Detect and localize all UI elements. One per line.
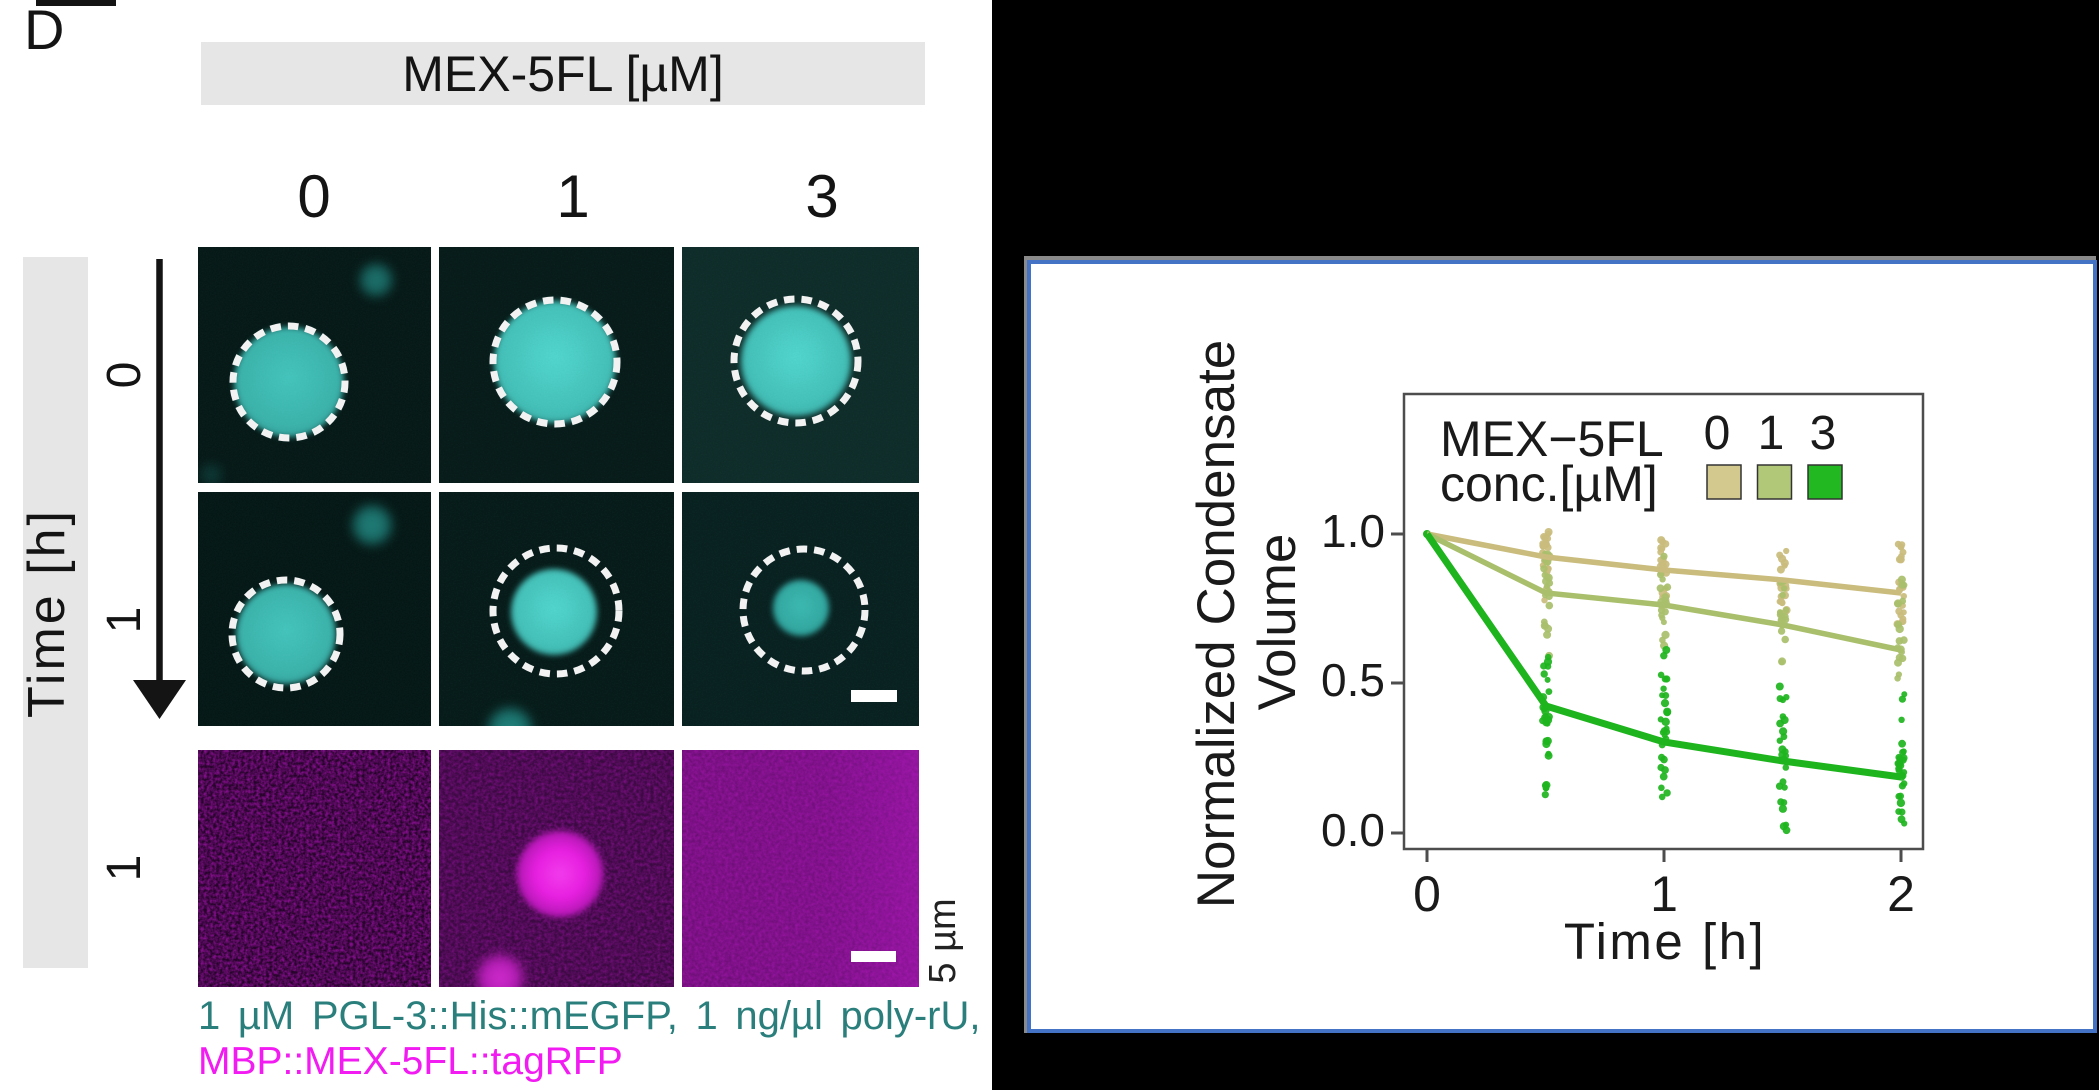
svg-text:1: 1 <box>1758 407 1785 460</box>
svg-text:0.5: 0.5 <box>1321 654 1385 706</box>
svg-text:Volume: Volume <box>1248 534 1307 711</box>
svg-text:1: 1 <box>98 855 151 882</box>
svg-text:conc.[µM]: conc.[µM] <box>1440 456 1658 512</box>
svg-text:1: 1 <box>98 607 151 634</box>
svg-text:0: 0 <box>1413 866 1441 922</box>
svg-text:1: 1 <box>1650 866 1678 922</box>
svg-text:Normalized Condensate: Normalized Condensate <box>1187 340 1246 909</box>
svg-text:0.0: 0.0 <box>1321 804 1385 856</box>
svg-text:1 µM PGL-3::His::mEGFP, 1 ng/µ: 1 µM PGL-3::His::mEGFP, 1 ng/µl poly-rU, <box>198 994 981 1038</box>
svg-text:1.0: 1.0 <box>1321 505 1385 557</box>
svg-text:MEX-5FL [µM]: MEX-5FL [µM] <box>402 46 723 102</box>
svg-text:1: 1 <box>556 163 589 230</box>
svg-text:Time [h]: Time [h] <box>1564 913 1766 970</box>
svg-text:0: 0 <box>297 163 330 230</box>
svg-text:Time [h]: Time [h] <box>18 508 76 718</box>
svg-text:MBP::MEX-5FL::tagRFP: MBP::MEX-5FL::tagRFP <box>198 1040 623 1083</box>
svg-text:0: 0 <box>98 362 151 389</box>
svg-text:0: 0 <box>1704 407 1731 460</box>
svg-text:5 µm: 5 µm <box>922 898 964 983</box>
svg-text:3: 3 <box>805 163 838 230</box>
svg-text:D: D <box>24 0 64 61</box>
svg-text:3: 3 <box>1810 407 1837 460</box>
svg-text:2: 2 <box>1887 866 1915 922</box>
svg-text:MEX−5FL: MEX−5FL <box>1440 411 1664 467</box>
